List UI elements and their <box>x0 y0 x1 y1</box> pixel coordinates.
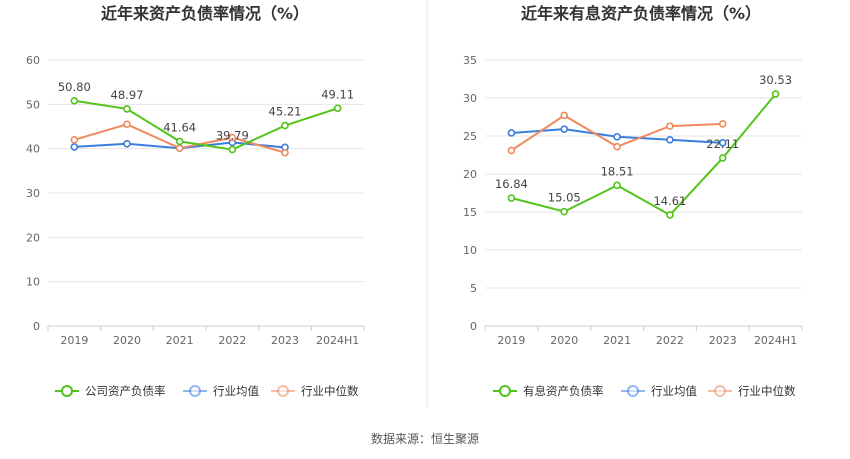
y-tick-label: 20 <box>26 231 40 244</box>
x-tick-label: 2024H1 <box>754 334 797 347</box>
data-point <box>666 122 674 130</box>
y-tick-label: 20 <box>463 168 477 181</box>
legend-marker <box>627 385 639 397</box>
x-tick-label: 2022 <box>656 334 684 347</box>
data-point <box>718 120 727 128</box>
series-line-0 <box>74 99 338 151</box>
y-tick-label: 0 <box>470 320 477 333</box>
data-label: 16.84 <box>495 177 528 191</box>
legend-label: 行业中位数 <box>301 384 359 398</box>
data-point <box>175 137 184 146</box>
legend-label: 有息资产负债率 <box>523 384 604 398</box>
data-point <box>228 145 237 154</box>
data-point <box>70 136 79 144</box>
chart-title: 近年来有息资产负债率情况（%） <box>521 4 761 23</box>
legend-label: 公司资产负债率 <box>85 384 166 398</box>
data-point <box>718 154 727 162</box>
legend-marker <box>189 385 201 397</box>
data-point <box>70 143 79 151</box>
data-point <box>175 144 184 153</box>
data-label: 22.11 <box>706 137 739 151</box>
data-point <box>281 121 289 130</box>
legend-label: 行业中位数 <box>738 384 796 398</box>
data-point <box>507 129 516 137</box>
data-label: 48.97 <box>111 88 144 102</box>
data-point <box>281 148 289 157</box>
data-point <box>507 194 516 202</box>
data-label: 18.51 <box>601 164 634 178</box>
x-tick-label: 2019 <box>60 334 88 347</box>
data-point <box>333 104 342 113</box>
data-point <box>613 181 621 190</box>
chart-interest-debt-ratio: 近年来有息资产负债率情况（%） 0 5 10 15 20 25 30 35 2019 2020 202… <box>463 4 803 398</box>
data-point <box>771 90 780 98</box>
legend-label: 行业均值 <box>651 384 697 398</box>
x-tick-label: 2020 <box>113 334 141 347</box>
y-tick-label: 40 <box>26 143 40 156</box>
data-point <box>123 120 131 129</box>
data-point <box>666 136 674 144</box>
y-tick-label: 60 <box>26 54 40 67</box>
data-label: 41.64 <box>163 120 196 134</box>
legend-marker <box>277 385 289 397</box>
data-point <box>507 146 516 155</box>
x-tick-label: 2023 <box>271 334 299 347</box>
y-tick-label: 10 <box>26 276 40 289</box>
y-tick-label: 10 <box>463 244 477 257</box>
data-point <box>560 125 569 133</box>
y-tick-label: 30 <box>463 92 477 105</box>
x-tick-label: 2021 <box>166 334 194 347</box>
y-tick-label: 50 <box>26 98 40 111</box>
data-label: 49.11 <box>321 87 354 101</box>
data-point <box>228 133 237 142</box>
y-tick-label: 15 <box>463 206 477 219</box>
data-point <box>560 207 569 216</box>
chart-debt-ratio: 近年来资产负债率情况（%） 0 10 20 30 40 50 60 2019 2020 2021 20… <box>26 4 365 398</box>
x-tick-label: 2022 <box>218 334 246 347</box>
y-tick-label: 35 <box>463 54 477 67</box>
x-tick-label: 2020 <box>550 334 578 347</box>
data-point <box>70 96 79 105</box>
data-label: 30.53 <box>759 73 792 87</box>
data-point <box>613 142 621 151</box>
data-label: 14.61 <box>653 194 686 208</box>
x-tick-label: 2021 <box>603 334 631 347</box>
data-point <box>666 211 674 219</box>
y-tick-label: 30 <box>26 187 40 200</box>
y-tick-label: 25 <box>463 130 477 143</box>
data-label: 39.79 <box>216 129 249 143</box>
y-tick-label: 5 <box>470 282 477 295</box>
data-point <box>123 139 131 148</box>
data-label: 15.05 <box>548 191 581 205</box>
legend-marker <box>499 385 511 397</box>
x-tick-label: 2024H1 <box>316 334 359 347</box>
data-label: 50.80 <box>58 80 91 94</box>
data-point <box>123 105 131 113</box>
data-point <box>613 132 621 141</box>
series-line-0 <box>511 93 777 217</box>
data-source: 数据来源：恒生聚源 <box>371 431 479 446</box>
data-point <box>560 111 569 120</box>
y-tick-label: 0 <box>33 320 40 333</box>
x-tick-label: 2019 <box>497 334 525 347</box>
data-point <box>718 139 727 147</box>
x-tick-label: 2023 <box>709 334 737 347</box>
chart-title: 近年来资产负债率情况（%） <box>101 4 309 23</box>
data-label: 45.21 <box>269 105 302 119</box>
legend-label: 行业均值 <box>213 384 259 398</box>
legend-marker <box>714 385 726 397</box>
legend-marker <box>61 385 73 397</box>
